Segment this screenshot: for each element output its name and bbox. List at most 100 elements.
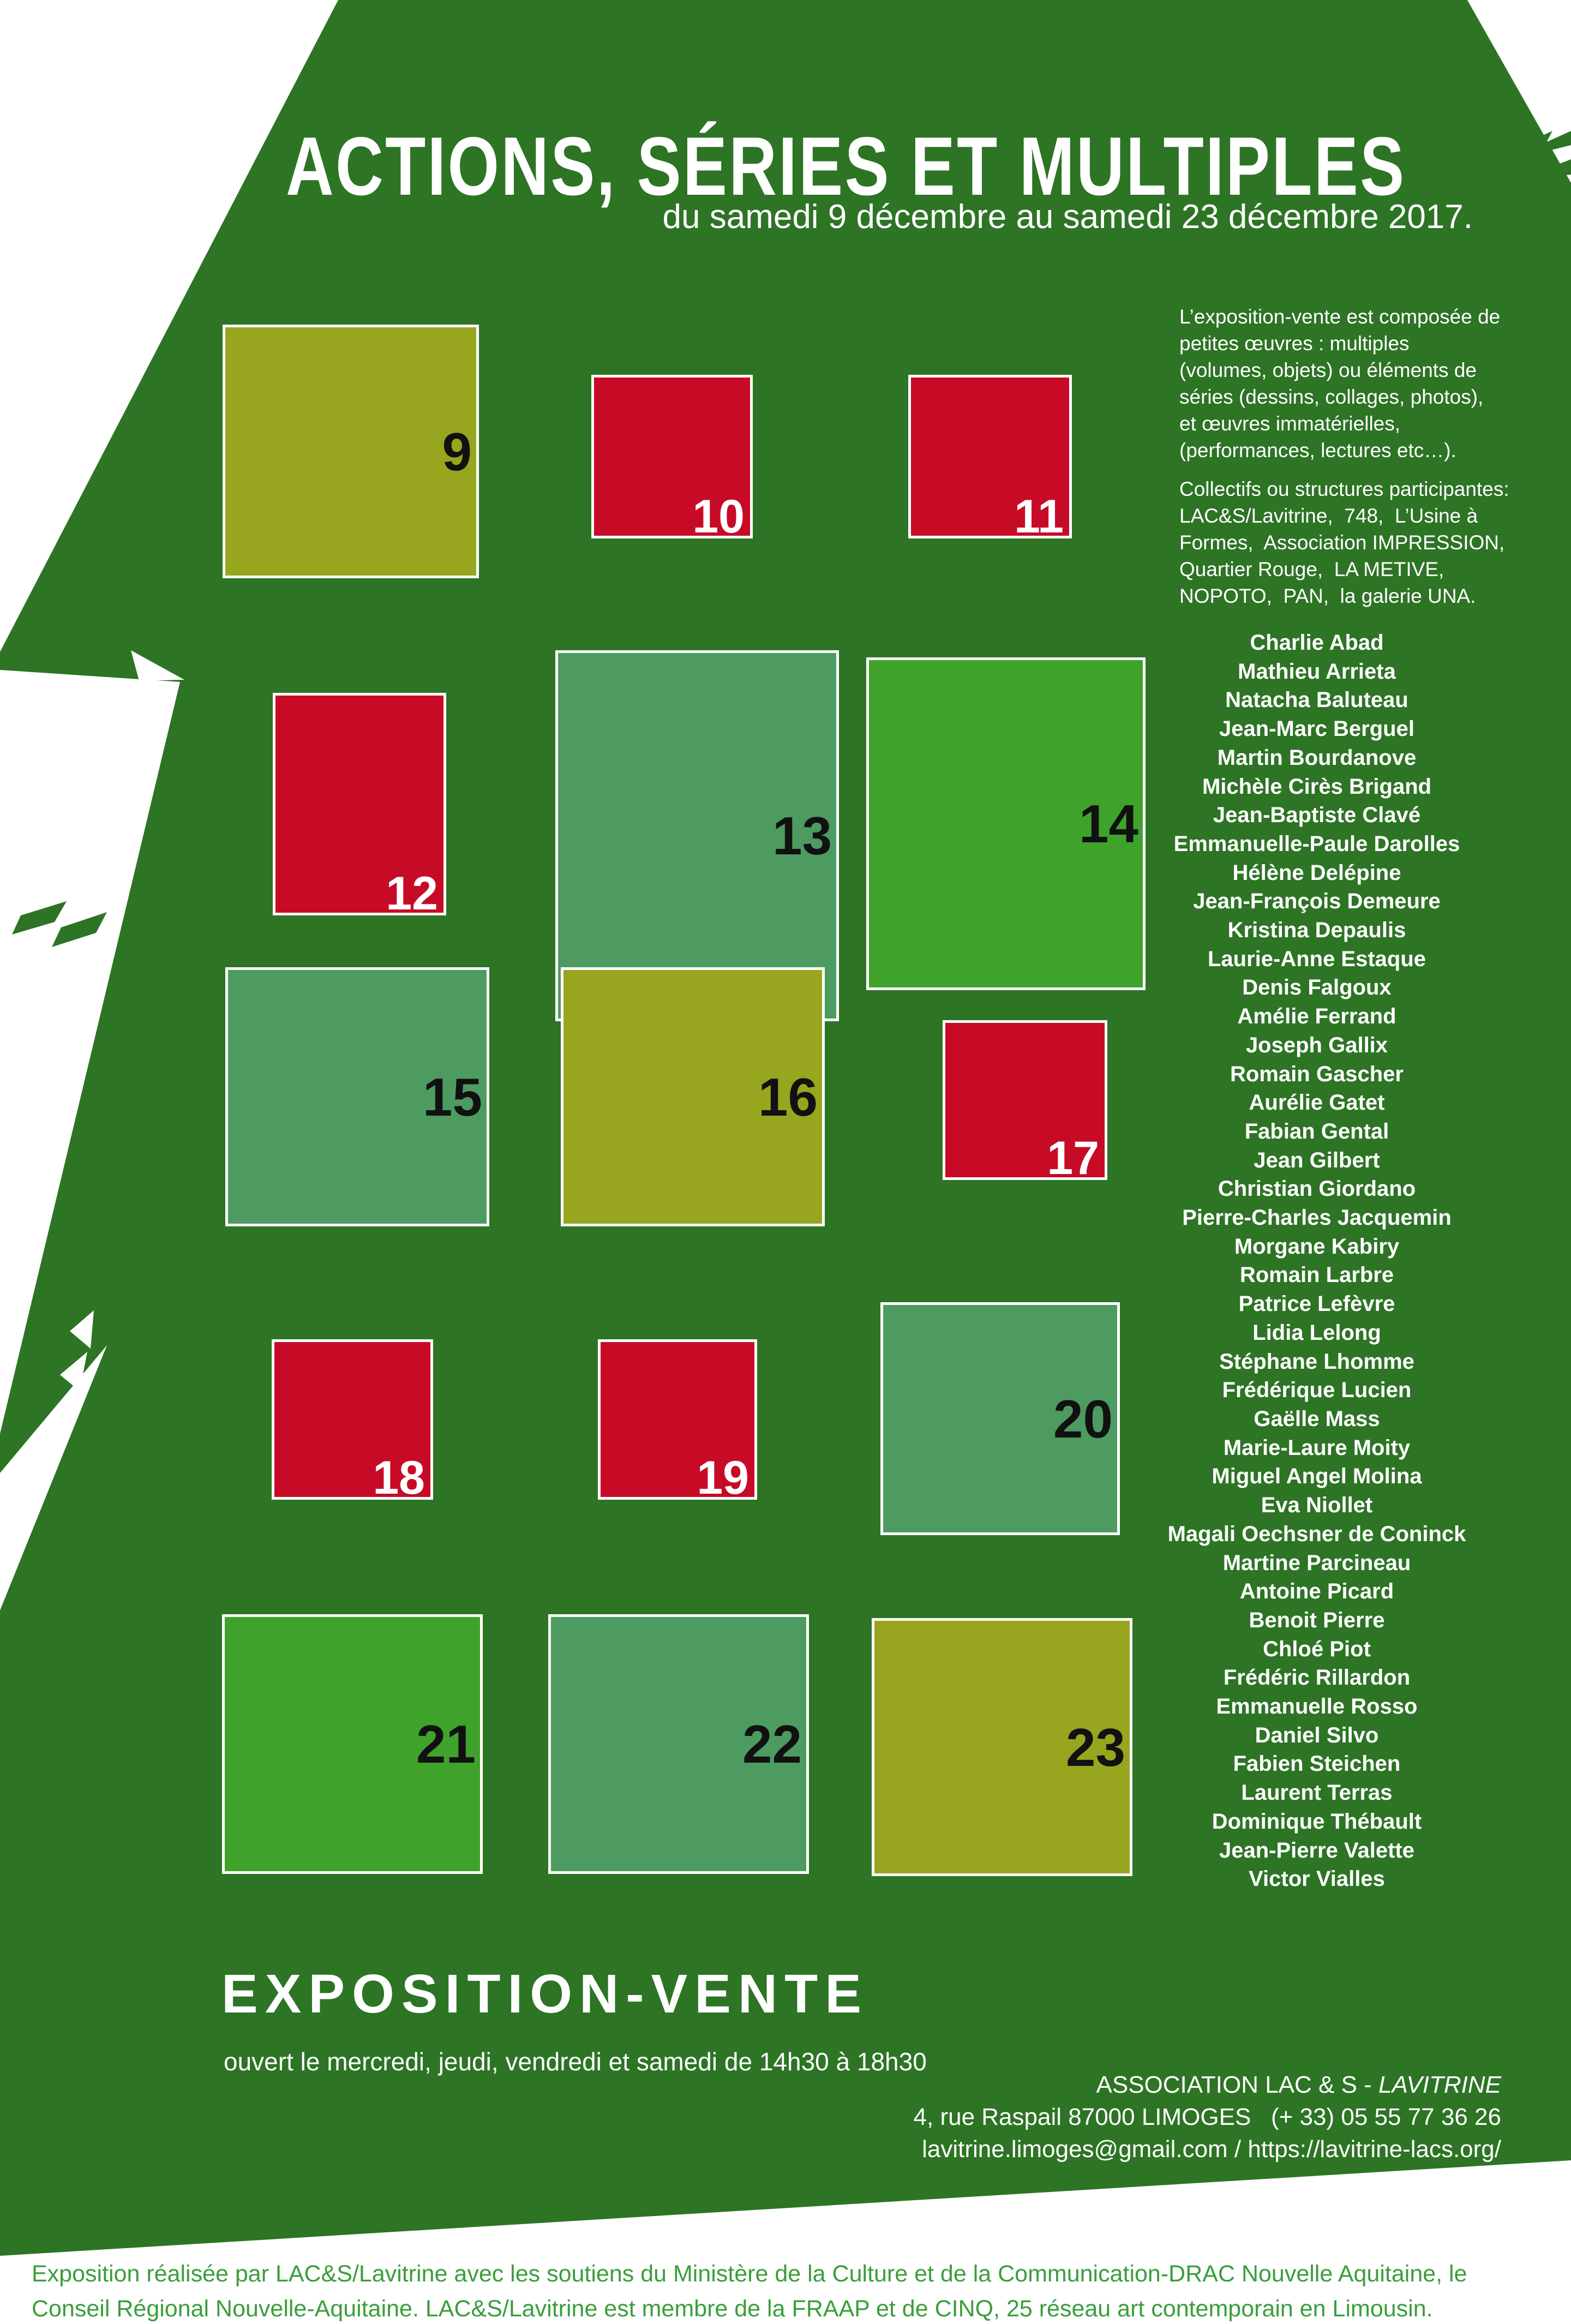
square-number-10: 10 xyxy=(692,490,745,543)
association-address: 4, rue Raspail 87000 LIMOGES (+ 33) 05 5… xyxy=(913,2104,1501,2130)
left-gap-spike xyxy=(131,650,184,681)
square-number-17: 17 xyxy=(1047,1132,1099,1184)
artist-name: Marie-Laure Moity xyxy=(1223,1435,1411,1460)
calendar-square-11: 11 xyxy=(908,375,1072,543)
calendar-square-10: 10 xyxy=(591,375,753,543)
association-name-italic: LAVITRINE xyxy=(1378,2071,1501,2098)
calendar-square-12: 12 xyxy=(273,693,446,920)
square-number-22: 22 xyxy=(742,1714,802,1774)
artist-name: Jean-Marc Berguel xyxy=(1219,717,1414,741)
artist-name: Miguel Angel Molina xyxy=(1212,1464,1422,1489)
branch-spike xyxy=(1501,131,1571,163)
artist-name: Hélène Delépine xyxy=(1232,860,1401,885)
square-number-11: 11 xyxy=(1014,490,1064,543)
left-gap-spike xyxy=(70,1310,94,1349)
calendar-square-16: 16 xyxy=(561,967,825,1226)
calendar-square-9: 9 xyxy=(223,325,479,578)
artist-name: Patrice Lefèvre xyxy=(1238,1292,1395,1316)
artist-name: Aurélie Gatet xyxy=(1249,1091,1385,1115)
square-number-18: 18 xyxy=(373,1452,425,1504)
artist-name: Antoine Picard xyxy=(1239,1579,1394,1604)
artist-name: Kristina Depaulis xyxy=(1227,918,1406,943)
artist-name: Pierre-Charles Jacquemin xyxy=(1182,1206,1452,1230)
calendar-square-21: 21 xyxy=(222,1614,483,1874)
artist-name: Eva Niollet xyxy=(1261,1493,1373,1518)
artist-name: Natacha Baluteau xyxy=(1225,688,1408,712)
artist-name: Romain Gascher xyxy=(1230,1062,1404,1086)
artist-name: Dominique Thébault xyxy=(1212,1809,1422,1834)
artist-name: Denis Falgoux xyxy=(1242,975,1392,1000)
artist-name: Daniel Silvo xyxy=(1255,1723,1379,1747)
artist-name: Benoit Pierre xyxy=(1249,1608,1385,1632)
square-number-16: 16 xyxy=(758,1067,818,1127)
exposition-heading: EXPOSITION-VENTE xyxy=(221,1963,868,2024)
artist-name: Lidia Lelong xyxy=(1252,1320,1381,1345)
artist-name: Jean-Baptiste Clavé xyxy=(1213,803,1421,828)
calendar-square-15: 15 xyxy=(225,967,489,1226)
artist-name: Laurent Terras xyxy=(1241,1781,1393,1805)
artist-name: Jean Gilbert xyxy=(1254,1148,1380,1172)
artist-name: Mathieu Arrieta xyxy=(1238,659,1396,684)
square-number-19: 19 xyxy=(697,1452,749,1504)
artist-name: Fabien Steichen xyxy=(1233,1752,1401,1776)
calendar-square-23: 23 xyxy=(872,1618,1132,1876)
calendar-square-22: 22 xyxy=(548,1614,809,1874)
left-gap-spike xyxy=(60,1352,87,1391)
association-name: ASSOCIATION LAC & S - LAVITRINE xyxy=(914,2069,1501,2101)
artist-name: Magali Oechsner de Coninck xyxy=(1167,1522,1466,1546)
artist-name: Christian Giordano xyxy=(1218,1177,1416,1201)
left-gap-upper xyxy=(0,670,180,1434)
artist-list: Charlie Abad Mathieu Arrieta Natacha Balut… xyxy=(1123,628,1511,1894)
square-number-13: 13 xyxy=(772,806,832,866)
collectives-paragraph: Collectifs ou structures participantes: … xyxy=(1179,478,1509,607)
artist-name: Fabian Gental xyxy=(1244,1119,1389,1143)
artist-name: Joseph Gallix xyxy=(1245,1033,1388,1057)
branch-sliver xyxy=(52,912,107,947)
square-number-14: 14 xyxy=(1078,794,1138,854)
artist-name: Morgane Kabiry xyxy=(1234,1234,1400,1259)
branch-sliver xyxy=(12,901,67,935)
artist-name: Martine Parcineau xyxy=(1222,1550,1411,1575)
calendar-square-18: 18 xyxy=(272,1339,433,1504)
square-number-9: 9 xyxy=(442,421,472,482)
square-number-21: 21 xyxy=(416,1714,476,1774)
artist-name: Victor Vialles xyxy=(1249,1867,1385,1891)
footer-credits: Exposition réalisée par LAC&S/Lavitrine … xyxy=(32,2261,1467,2322)
artist-name: Jean-Pierre Valette xyxy=(1219,1838,1414,1862)
left-gap-lower xyxy=(0,1345,107,1610)
square-number-20: 20 xyxy=(1053,1388,1113,1449)
artist-name: Laurie-Anne Estaque xyxy=(1207,947,1426,971)
date-range: du samedi 9 décembre au samedi 23 décemb… xyxy=(662,198,1473,236)
artist-name: Emmanuelle-Paule Darolles xyxy=(1173,831,1460,856)
branch-spike xyxy=(1526,131,1552,147)
association-name-regular: ASSOCIATION LAC & S - xyxy=(1096,2071,1379,2098)
square-number-15: 15 xyxy=(422,1067,482,1127)
artist-name: Frédérique Lucien xyxy=(1222,1378,1412,1403)
left-gap-spike xyxy=(123,686,177,730)
calendar-square-19: 19 xyxy=(598,1339,757,1504)
artist-name: Gaëlle Mass xyxy=(1254,1406,1380,1431)
artist-name: Frédéric Rillardon xyxy=(1223,1666,1411,1690)
opening-hours: ouvert le mercredi, jeudi, vendredi et s… xyxy=(224,2047,927,2076)
artist-name: Emmanuelle Rosso xyxy=(1216,1694,1418,1719)
artist-name: Michèle Cirès Brigand xyxy=(1202,774,1432,799)
association-contact: lavitrine.limoges@gmail.com / https://la… xyxy=(922,2136,1501,2163)
page-title: ACTIONS, SÉRIES ET MULTIPLES xyxy=(286,120,1406,213)
calendar-square-20: 20 xyxy=(880,1302,1120,1535)
square-number-12: 12 xyxy=(386,867,438,920)
artist-name: Charlie Abad xyxy=(1250,631,1384,655)
branch-spike xyxy=(1514,159,1571,181)
artist-name: Amélie Ferrand xyxy=(1237,1004,1396,1029)
artist-name: Romain Larbre xyxy=(1239,1263,1394,1287)
association-block: ASSOCIATION LAC & S - LAVITRINE 4, rue R… xyxy=(914,2069,1501,2165)
calendar-square-14: 14 xyxy=(866,657,1146,990)
intro-paragraph: L’exposition-vente est composée de petit… xyxy=(1179,306,1501,462)
calendar-square-17: 17 xyxy=(943,1020,1107,1184)
artist-name: Martin Bourdanove xyxy=(1217,745,1417,770)
square-number-23: 23 xyxy=(1065,1717,1125,1777)
calendar-square-13: 13 xyxy=(555,650,839,1021)
artist-name: Chloé Piot xyxy=(1263,1637,1371,1661)
artist-name: Jean-François Demeure xyxy=(1193,889,1441,914)
artist-name: Stéphane Lhomme xyxy=(1219,1349,1414,1374)
